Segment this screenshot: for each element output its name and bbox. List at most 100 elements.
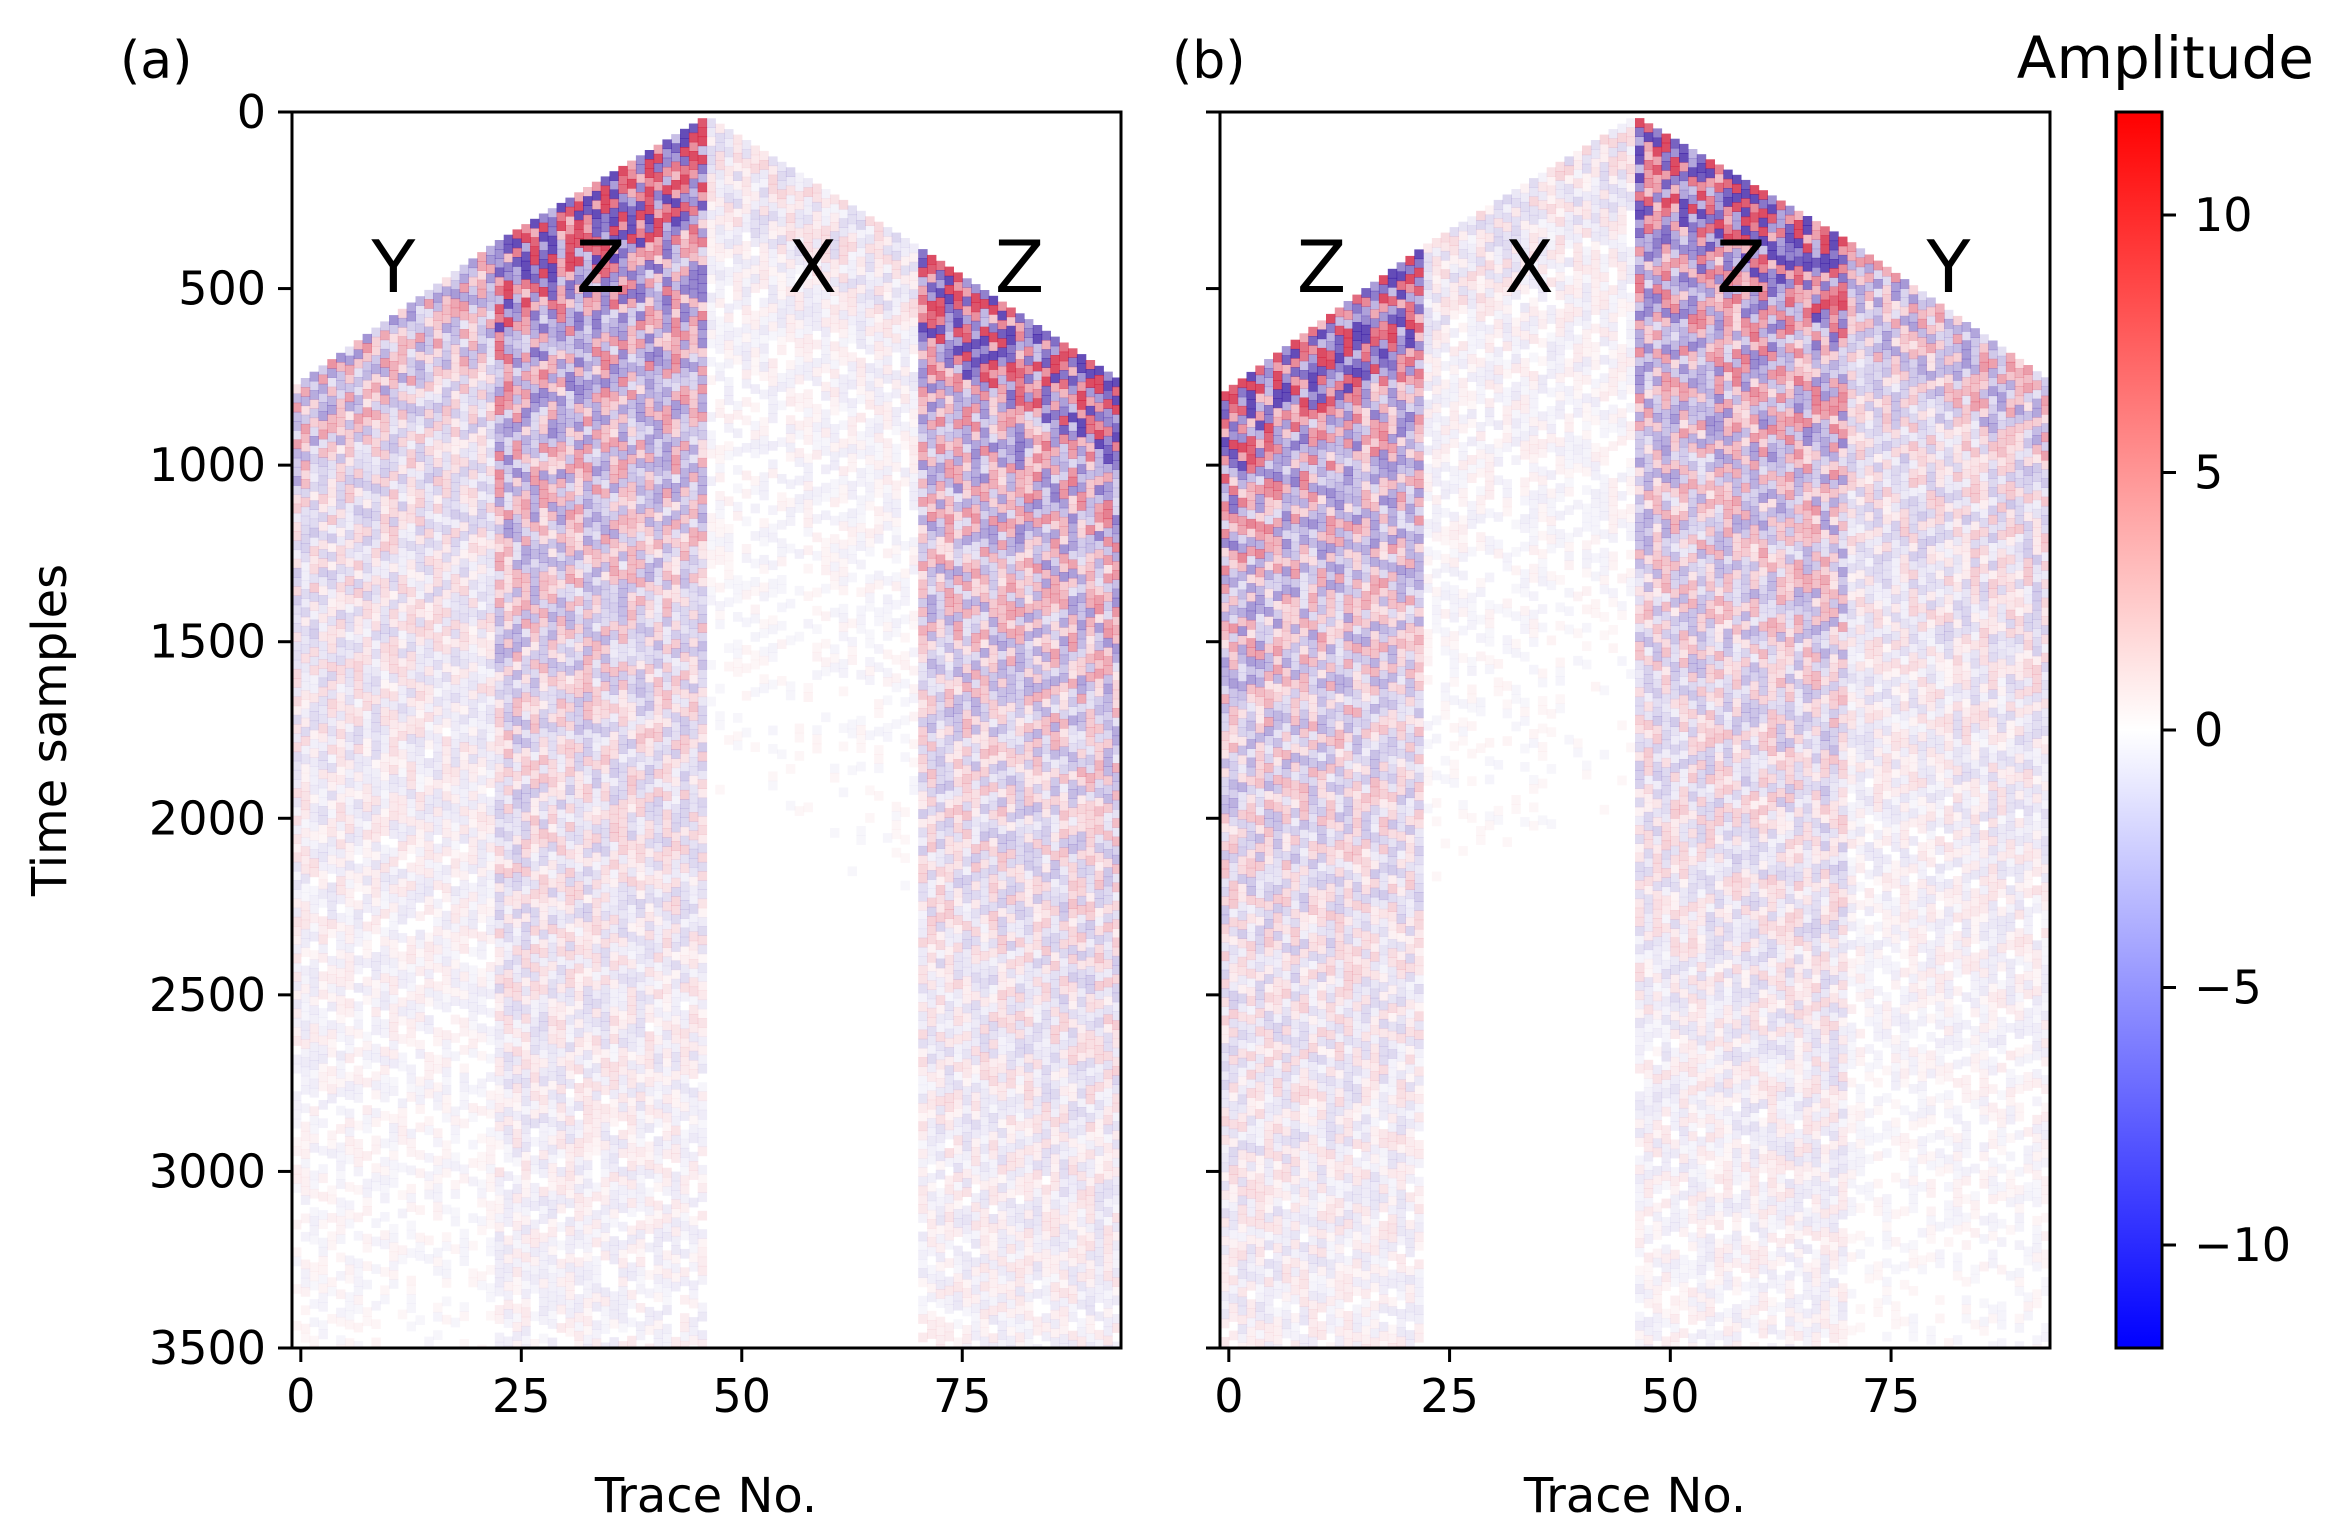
trace-cell [671, 538, 681, 548]
trace-cell [292, 797, 302, 808]
trace-cell [627, 390, 637, 400]
trace-cell [530, 228, 540, 238]
trace-cell [688, 297, 699, 308]
trace-cell [680, 743, 690, 754]
trace-cell [547, 896, 558, 907]
trace-cell [521, 325, 531, 335]
trace-cell [441, 699, 452, 710]
trace-cell [662, 947, 672, 958]
trace-cell [300, 607, 311, 618]
trace-cell [627, 371, 637, 382]
trace-cell [565, 528, 575, 538]
trace-cell [380, 541, 390, 552]
trace-cell [503, 620, 514, 630]
trace-cell [671, 648, 681, 658]
trace-cell [300, 1075, 311, 1086]
trace-cell [521, 765, 531, 776]
trace-cell [459, 466, 469, 477]
trace-cell [450, 647, 461, 658]
trace-cell [671, 1125, 681, 1136]
trace-cell [680, 1157, 690, 1167]
trace-cell [327, 1066, 337, 1076]
trace-cell [565, 1262, 575, 1273]
trace-cell [415, 700, 425, 710]
trace-cell [292, 1109, 302, 1120]
trace-cell [574, 697, 584, 707]
trace-cell [292, 494, 302, 505]
trace-cell [538, 700, 549, 710]
trace-cell [680, 1046, 690, 1057]
trace-cell [583, 1326, 592, 1336]
trace-cell [644, 1095, 655, 1106]
trace-cell [292, 1320, 302, 1331]
trace-cell [389, 810, 399, 821]
trace-cell [609, 768, 619, 778]
trace-cell [353, 413, 364, 424]
trace-cell [565, 234, 575, 245]
trace-cell [424, 776, 434, 787]
trace-cell [653, 1246, 663, 1257]
trace-cell [627, 215, 637, 226]
trace-cell [503, 390, 514, 401]
trace-cell [362, 1050, 372, 1060]
trace-cell [521, 398, 531, 409]
trace-cell [644, 572, 655, 582]
trace-cell [671, 997, 681, 1007]
trace-cell [521, 527, 531, 537]
trace-cell [503, 1152, 514, 1163]
trace-cell [530, 778, 540, 789]
trace-cell [547, 869, 558, 879]
trace-cell [512, 697, 522, 708]
trace-cell [521, 288, 531, 299]
trace-cell [662, 598, 672, 609]
trace-cell [318, 1100, 328, 1110]
trace-cell [450, 996, 461, 1006]
trace-cell [653, 732, 663, 742]
trace-cell [433, 825, 443, 835]
trace-cell [380, 569, 390, 579]
trace-cell [415, 571, 425, 582]
trace-cell [688, 1096, 699, 1107]
trace-cell [327, 597, 337, 608]
trace-cell [292, 485, 302, 495]
trace-cell [512, 385, 522, 396]
trace-cell [662, 671, 672, 682]
trace-cell [627, 1289, 637, 1300]
trace-cell [503, 758, 514, 768]
trace-cell [547, 474, 558, 485]
trace-cell [424, 831, 434, 842]
trace-cell [547, 1291, 558, 1302]
trace-cell [635, 357, 646, 367]
trace-cell [547, 447, 558, 457]
trace-cell [644, 1114, 655, 1124]
trace-cell [494, 478, 505, 489]
trace-cell [644, 150, 655, 160]
trace-cell [371, 722, 381, 733]
trace-cell [344, 566, 355, 577]
trace-cell [353, 496, 364, 506]
trace-cell [486, 989, 496, 1000]
trace-cell [547, 391, 558, 402]
trace-cell [627, 197, 637, 207]
trace-cell [441, 892, 452, 903]
trace-cell [556, 900, 566, 911]
trace-cell [424, 813, 434, 823]
trace-cell [353, 606, 364, 617]
trace-cell [627, 224, 637, 235]
trace-cell [327, 652, 337, 663]
trace-cell [538, 663, 549, 674]
trace-cell [574, 293, 584, 303]
trace-cell [292, 402, 302, 413]
trace-cell [565, 454, 575, 465]
trace-cell [424, 326, 434, 337]
trace-cell [635, 990, 646, 1001]
trace-cell [644, 223, 655, 234]
trace-cell [688, 757, 699, 767]
trace-cell [486, 824, 496, 834]
trace-cell [635, 963, 646, 973]
trace-cell [292, 990, 302, 1000]
trace-cell [556, 1075, 566, 1085]
trace-cell [380, 339, 390, 350]
trace-cell [397, 1006, 408, 1017]
trace-cell [389, 1178, 399, 1188]
